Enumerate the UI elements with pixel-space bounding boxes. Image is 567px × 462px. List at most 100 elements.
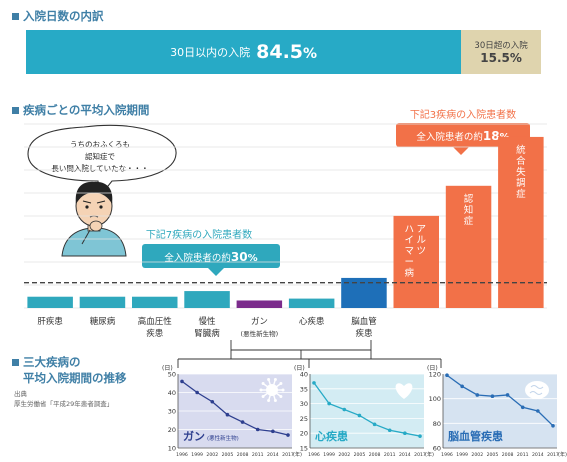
source-text: 厚生労働省「平成29年患者調査」 (14, 400, 114, 408)
y-tick-label: 80 (433, 420, 441, 428)
bar-5 (288, 298, 335, 308)
bar-inside-label: 症 (516, 188, 526, 200)
three-disease-bracket (177, 340, 442, 368)
heart-icon (395, 383, 413, 399)
x-tick-label: 1999 (456, 452, 468, 458)
chart-subtitle: (悪性新生物) (207, 434, 239, 442)
y-tick-label: 10 (168, 445, 176, 453)
speech-bubble: うちのおふくろも 認知症で 長い間入院していたな・・・ (27, 124, 177, 198)
section-title-trends: 三大疾病の 平均入院期間の推移 (12, 354, 127, 386)
y-unit-label: (日) (427, 365, 438, 372)
bar-inside-label: ハ (404, 224, 414, 235)
worried-man-illustration (61, 181, 127, 257)
data-point (372, 422, 377, 427)
bar-3 (184, 291, 230, 308)
data-point (357, 413, 362, 418)
category-label: 高血圧性 (138, 316, 173, 327)
data-point (240, 420, 245, 424)
speech-line: 長い間入院していたな・・・ (51, 163, 148, 173)
category-label: 脳血管 (351, 316, 377, 327)
x-tick-label: 1996 (441, 452, 453, 458)
within-value: 84.5 (256, 41, 304, 63)
chart-title: 心疾患 (315, 429, 348, 443)
y-tick-label: 20 (168, 426, 176, 434)
bar-inside-label: 合 (516, 155, 526, 167)
series-line (446, 374, 554, 427)
bar-inside-label: 調 (516, 177, 526, 189)
bar-2 (131, 296, 178, 308)
x-unit-label: (年) (558, 451, 567, 458)
x-tick-label: 2011 (252, 452, 264, 458)
category-label: 肝疾患 (37, 316, 63, 327)
data-point (210, 399, 215, 404)
speech-line: うちのおふくろも (70, 140, 130, 149)
x-tick-label: 2005 (487, 452, 499, 458)
bar-4 (236, 300, 283, 308)
within-label: 30日以内の入院 (170, 46, 251, 59)
within-30-days-segment: 30日以内の入院 84.5% (26, 30, 462, 74)
y-tick-label: 40 (168, 389, 176, 397)
x-tick-label: 2017 (414, 452, 426, 458)
bar-inside-label: 知 (464, 204, 474, 216)
data-point (403, 431, 407, 436)
callout-caption: 下記3疾病の入院患者数 (410, 108, 516, 121)
y-tick-label: 15 (300, 445, 308, 453)
x-tick-label: 1996 (308, 452, 320, 458)
section-title-line2: 平均入院期間の推移 (23, 371, 127, 385)
y-unit-label: (日) (294, 365, 305, 372)
x-tick-label: 2008 (237, 452, 249, 458)
bar-1 (79, 296, 126, 308)
x-tick-label: 2014 (399, 452, 411, 458)
brain-fold-icon (529, 385, 544, 395)
y-unit-label: (日) (162, 365, 173, 372)
category-label: 腎臓病 (194, 328, 220, 339)
series-line (313, 382, 421, 437)
data-point (460, 384, 464, 389)
y-tick-label: 120 (429, 371, 441, 379)
category-label: (悪性新生物) (241, 329, 279, 338)
category-label: 心疾患 (299, 316, 325, 327)
x-unit-label: (年) (425, 451, 434, 458)
brain-icon (525, 381, 549, 399)
callout-caption: 下記7疾病の入院患者数 (146, 228, 252, 241)
x-tick-label: 2008 (369, 452, 381, 458)
data-point (490, 394, 495, 399)
series-line (181, 380, 289, 436)
x-tick-label: 2014 (267, 452, 279, 458)
bar-inside-label: ツ (416, 246, 426, 257)
data-point (312, 381, 316, 385)
y-tick-label: 40 (300, 371, 308, 379)
data-point (551, 424, 555, 428)
x-tick-label: 2017 (282, 452, 294, 458)
data-point (445, 373, 449, 378)
bar-inside-label: ア (416, 224, 426, 235)
category-label: 慢性 (199, 316, 217, 327)
data-point (475, 393, 480, 397)
callout-three-diseases: 下記3疾病の入院患者数 全入院患者の約18% (396, 108, 530, 155)
x-tick-label: 1996 (176, 452, 188, 458)
bar-inside-label: 認 (464, 193, 474, 205)
over-label: 30日超の入院 (474, 41, 528, 51)
y-tick-label: 25 (300, 415, 308, 423)
category-label: ガン (251, 316, 268, 327)
x-tick-label: 2014 (532, 452, 544, 458)
section-title-average-stay: 疾病ごとの平均入院期間 (12, 102, 149, 118)
y-tick-label: 100 (429, 395, 441, 403)
x-tick-label: 2002 (338, 452, 350, 458)
data-point (286, 433, 290, 437)
callout-box (396, 123, 530, 147)
callout-seven-diseases: 下記7疾病の入院患者数 全入院患者の約30% (142, 228, 280, 276)
source-note: 出典 厚生労働省「平成29年患者調査」 (14, 389, 113, 409)
chart-title: 脳血管疾患 (448, 429, 503, 443)
bar-inside-label: マ (404, 246, 414, 257)
data-point (505, 393, 510, 397)
chart-title: ガン (183, 429, 205, 443)
bar-8 (445, 185, 492, 308)
data-point (271, 429, 275, 434)
x-tick-label: 2011 (517, 452, 529, 458)
data-point (387, 428, 392, 433)
y-tick-label: 30 (168, 408, 176, 416)
data-point (536, 409, 540, 413)
